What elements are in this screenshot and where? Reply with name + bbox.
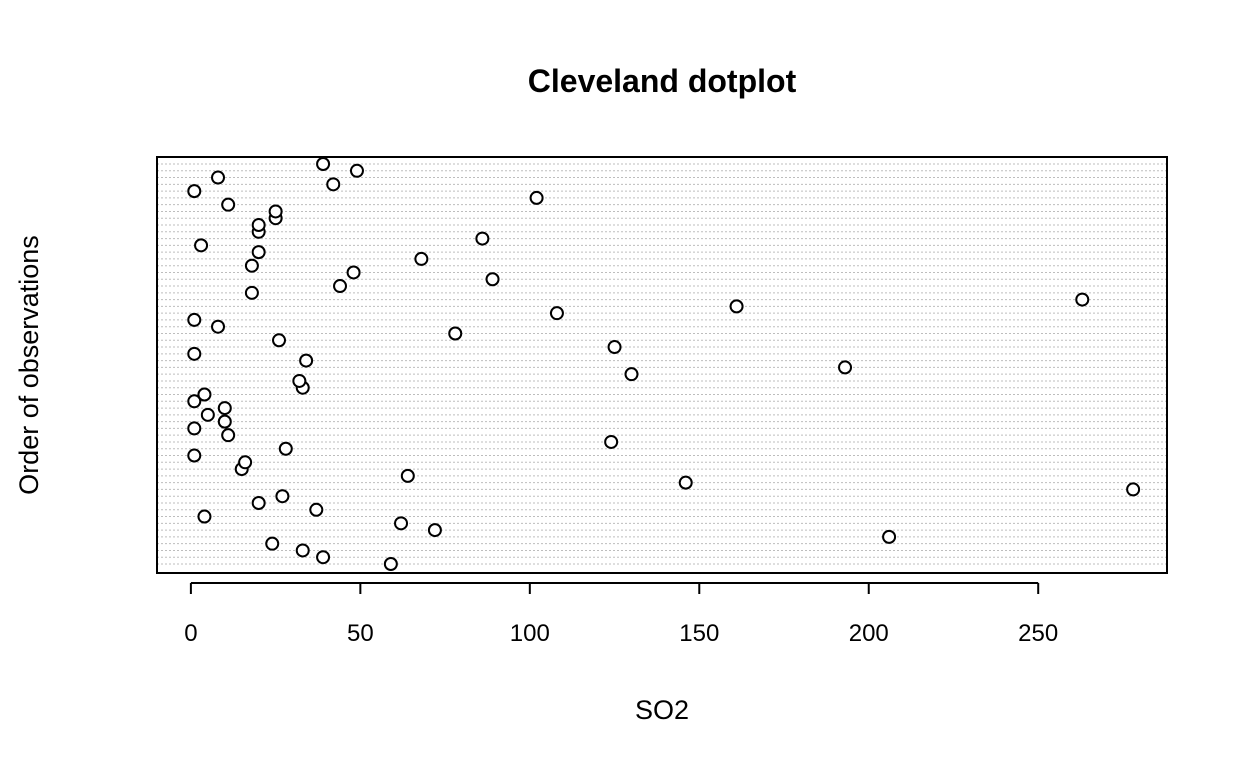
x-axis-label: SO2 [635, 695, 689, 725]
data-point [251, 495, 266, 510]
data-point [197, 387, 212, 402]
data-point [383, 557, 398, 571]
data-point [265, 536, 280, 551]
x-tick-label: 100 [510, 620, 550, 647]
data-point [187, 184, 202, 199]
data-point [251, 218, 266, 233]
data-point [485, 272, 500, 287]
data-point [238, 455, 253, 470]
data-point [604, 434, 619, 449]
data-point [211, 170, 226, 185]
data-point [221, 197, 236, 212]
data-point [217, 401, 232, 416]
data-point [1075, 292, 1090, 307]
data-point [268, 204, 283, 219]
plot-frame [156, 156, 1168, 574]
data-point [448, 326, 463, 341]
x-tick-label: 50 [347, 620, 374, 647]
data-points [187, 157, 1141, 571]
data-point [299, 353, 314, 368]
grid-lines [157, 163, 1167, 565]
data-point [475, 231, 490, 246]
data-point [272, 333, 287, 348]
data-point [549, 306, 564, 321]
data-point [221, 428, 236, 443]
x-tick-label: 200 [849, 620, 889, 647]
x-axis: 0 50 100 150 200 250 [184, 582, 1058, 647]
data-point [217, 414, 232, 429]
data-point [244, 258, 259, 273]
data-point [349, 163, 364, 178]
data-point [529, 190, 544, 205]
data-point [624, 367, 639, 382]
data-point [316, 157, 331, 171]
data-point [1126, 482, 1141, 497]
data-point [316, 550, 331, 565]
data-point [414, 251, 429, 266]
data-point [278, 441, 293, 456]
data-point [187, 312, 202, 327]
data-point [251, 245, 266, 260]
data-point [244, 285, 259, 300]
chart-title: Cleveland dotplot [528, 63, 797, 99]
data-point [187, 448, 202, 463]
x-tick-label: 250 [1018, 620, 1058, 647]
data-point [729, 299, 744, 314]
data-point [333, 279, 348, 294]
x-tick-label: 0 [184, 620, 197, 647]
data-point [400, 468, 415, 483]
data-point [678, 475, 693, 490]
data-point [309, 502, 324, 517]
data-point [427, 523, 442, 538]
data-point [187, 421, 202, 436]
data-point [295, 543, 310, 558]
data-point [187, 346, 202, 361]
data-point [200, 407, 215, 422]
data-point [292, 373, 307, 388]
data-point [607, 340, 622, 355]
data-point [326, 177, 341, 192]
data-point [394, 516, 409, 531]
data-point [275, 489, 290, 504]
data-point [882, 529, 897, 544]
x-tick-label: 150 [679, 620, 719, 647]
data-point [197, 509, 212, 524]
data-point [187, 394, 202, 409]
data-point [838, 360, 853, 375]
data-point [346, 265, 361, 280]
data-point [194, 238, 209, 253]
data-point [211, 319, 226, 334]
y-axis-label: Order of observations [14, 235, 44, 495]
